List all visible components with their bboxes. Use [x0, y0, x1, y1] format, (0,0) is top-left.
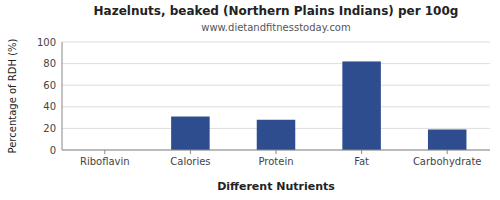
x-tick [104, 150, 105, 154]
y-axis-line [62, 42, 63, 150]
y-tick-label: 20 [43, 123, 56, 134]
x-tick-label: Fat [354, 156, 369, 167]
grid-line [62, 106, 490, 107]
y-tick-label: 0 [50, 145, 56, 156]
grid [62, 42, 490, 150]
x-tick-label: Riboflavin [80, 156, 130, 167]
bar [342, 61, 381, 150]
grid-line [62, 85, 490, 86]
y-axis-label: Percentage of RDH (%) [7, 38, 18, 153]
bar [257, 120, 296, 150]
x-tick [276, 150, 277, 154]
bars [171, 61, 466, 150]
y-tick-label: 100 [37, 37, 56, 48]
y-tick-label: 80 [43, 58, 56, 69]
grid-line [62, 42, 490, 43]
chart: Hazelnuts, beaked (Northern Plains India… [0, 0, 500, 200]
chart-container: Hazelnuts, beaked (Northern Plains India… [0, 0, 500, 200]
title: Hazelnuts, beaked (Northern Plains India… [94, 4, 459, 18]
x-tick-label: Calories [170, 156, 210, 167]
y-tick-label: 40 [43, 101, 56, 112]
grid-line [62, 63, 490, 64]
y-tick-label: 60 [43, 80, 56, 91]
x-tick-label: Protein [258, 156, 293, 167]
subtitle: www.dietandfitnesstoday.com [201, 22, 350, 33]
x-tick [447, 150, 448, 154]
bar [428, 129, 467, 150]
x-tick [190, 150, 191, 154]
x-tick-label: Carbohydrate [413, 156, 482, 167]
bar [171, 117, 210, 150]
x-tick [361, 150, 362, 154]
x-axis-label: Different Nutrients [217, 180, 335, 193]
